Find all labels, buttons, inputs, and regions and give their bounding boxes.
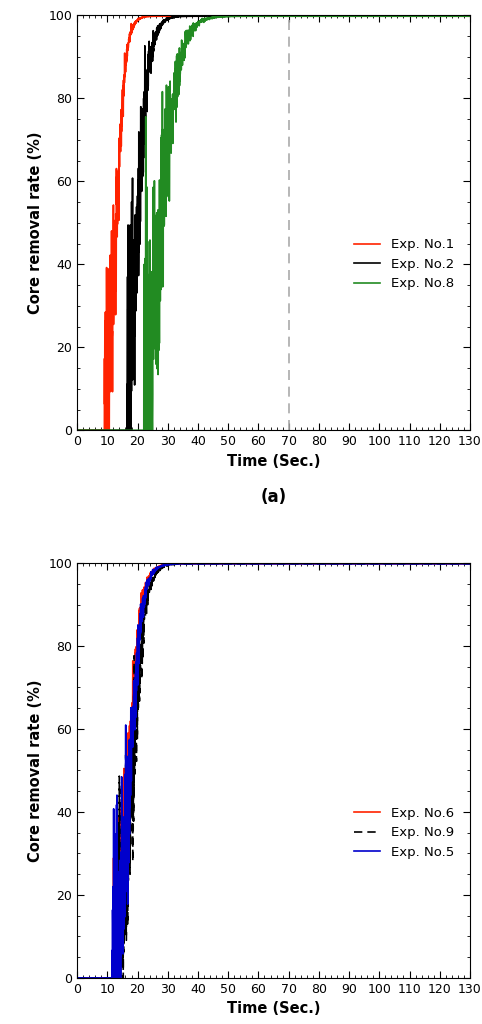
Exp. No.5	[459, 558, 465, 570]
Exp. No.8	[74, 424, 80, 436]
Exp. No.8	[142, 252, 148, 264]
Y-axis label: Core removal rate (%): Core removal rate (%)	[28, 131, 43, 314]
Exp. No.5	[349, 558, 355, 570]
Exp. No.9	[142, 610, 148, 623]
Exp. No.6	[225, 558, 231, 570]
Exp. No.9	[242, 558, 248, 570]
Exp. No.1	[280, 10, 286, 23]
X-axis label: Time (Sec.): Time (Sec.)	[227, 454, 320, 469]
Exp. No.9	[459, 558, 465, 570]
Exp. No.8	[225, 10, 231, 23]
Exp. No.8	[459, 10, 465, 23]
Exp. No.2	[225, 10, 231, 23]
Exp. No.6	[119, 830, 125, 843]
Exp. No.5	[242, 558, 248, 570]
Exp. No.6	[348, 558, 353, 570]
Exp. No.1	[142, 10, 148, 23]
Exp. No.5	[74, 972, 80, 984]
Exp. No.6	[417, 558, 423, 570]
Exp. No.8	[119, 424, 125, 436]
Exp. No.5	[225, 558, 231, 570]
Y-axis label: Core removal rate (%): Core removal rate (%)	[28, 679, 43, 862]
Exp. No.6	[142, 585, 148, 597]
Exp. No.9	[74, 972, 80, 984]
Exp. No.2	[357, 10, 362, 23]
Exp. No.6	[242, 558, 248, 570]
Exp. No.6	[459, 558, 465, 570]
Exp. No.9	[352, 558, 358, 570]
Legend: Exp. No.1, Exp. No.2, Exp. No.8: Exp. No.1, Exp. No.2, Exp. No.8	[348, 232, 459, 296]
Exp. No.1	[119, 106, 125, 119]
Exp. No.5	[417, 558, 423, 570]
Legend: Exp. No.6, Exp. No.9, Exp. No.5: Exp. No.6, Exp. No.9, Exp. No.5	[348, 802, 459, 864]
Exp. No.1	[74, 424, 80, 436]
Exp. No.6	[74, 972, 80, 984]
Exp. No.9	[119, 914, 125, 927]
Exp. No.2	[119, 424, 125, 436]
Exp. No.1	[459, 10, 465, 23]
Exp. No.9	[225, 558, 231, 570]
Exp. No.1	[467, 10, 473, 23]
Line: Exp. No.1: Exp. No.1	[77, 16, 470, 430]
Exp. No.9	[467, 558, 473, 570]
Text: (a): (a)	[260, 488, 287, 506]
Exp. No.6	[467, 558, 473, 570]
Exp. No.5	[467, 558, 473, 570]
Line: Exp. No.9: Exp. No.9	[77, 564, 470, 978]
Exp. No.2	[459, 10, 465, 23]
Exp. No.8	[467, 10, 473, 23]
Exp. No.1	[417, 10, 423, 23]
Exp. No.2	[417, 10, 423, 23]
Line: Exp. No.8: Exp. No.8	[77, 16, 470, 430]
Exp. No.2	[74, 424, 80, 436]
Exp. No.2	[467, 10, 473, 23]
Exp. No.8	[417, 10, 423, 23]
Line: Exp. No.6: Exp. No.6	[77, 564, 470, 978]
Exp. No.2	[242, 10, 248, 23]
Exp. No.8	[242, 10, 248, 23]
Exp. No.9	[417, 558, 423, 570]
Exp. No.8	[463, 10, 469, 23]
Exp. No.1	[225, 10, 231, 23]
Exp. No.2	[142, 138, 148, 151]
Line: Exp. No.2: Exp. No.2	[77, 16, 470, 430]
Exp. No.5	[142, 589, 148, 601]
Line: Exp. No.5: Exp. No.5	[77, 564, 470, 978]
X-axis label: Time (Sec.): Time (Sec.)	[227, 1001, 320, 1017]
Exp. No.1	[242, 10, 248, 23]
Exp. No.5	[119, 901, 125, 913]
